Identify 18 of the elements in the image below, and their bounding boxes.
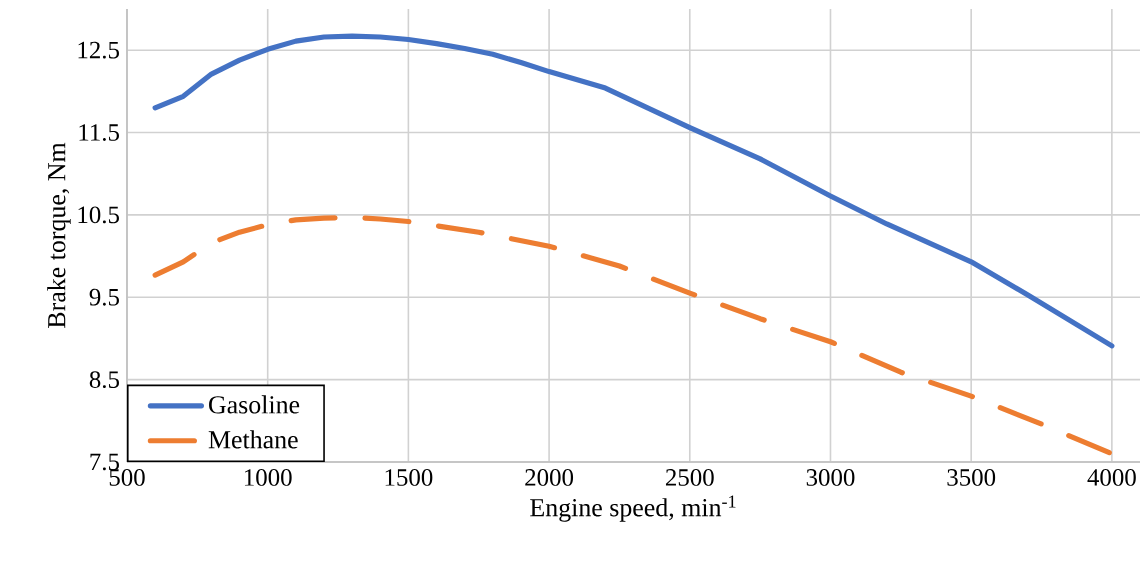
y-axis-title: Brake torque, Nm: [47, 142, 71, 328]
y-tick-label: 8.5: [89, 371, 119, 389]
x-tick-label: 2000: [525, 469, 574, 486]
x-tick-label: 1500: [385, 469, 433, 486]
y-tick-label: 11.5: [79, 124, 119, 141]
x-tick-label: 3000: [806, 469, 855, 486]
legend-label: Methane: [208, 430, 298, 449]
y-tick-label: 7.5: [90, 453, 119, 471]
x-tick-label: 3500: [947, 469, 996, 486]
x-axis-title: Engine speed, min$^{-1}$: [530, 495, 736, 522]
legend-label: Gasoline: [209, 395, 300, 414]
y-tick-label: 12.5: [78, 41, 119, 59]
x-tick-label: 2500: [665, 469, 714, 486]
x-tick-label: 4000: [1087, 469, 1136, 486]
y-tick-label: 10.5: [78, 206, 119, 224]
x-tick-label: 1000: [244, 469, 292, 486]
y-tick-label: 9.5: [89, 288, 119, 306]
x-tick-label: 500: [109, 469, 145, 486]
